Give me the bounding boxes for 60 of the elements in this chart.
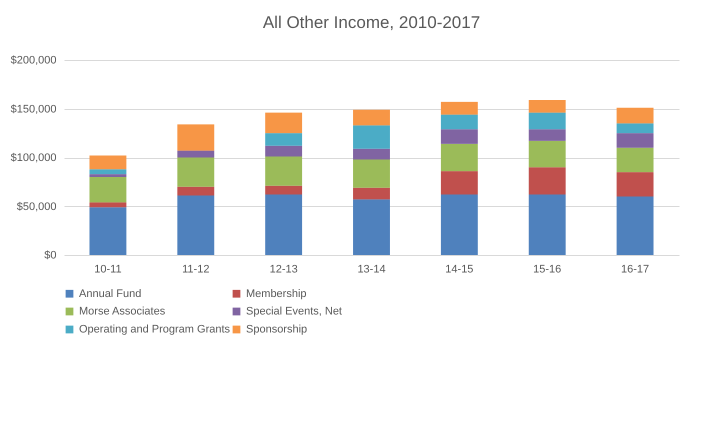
chart-title: All Other Income, 2010-2017 xyxy=(262,13,480,32)
y-tick-label: $200,000 xyxy=(10,54,56,66)
bar xyxy=(440,194,478,255)
bar xyxy=(616,108,654,124)
bar xyxy=(265,146,302,157)
bar xyxy=(89,202,126,208)
bar xyxy=(528,194,566,255)
x-tick-label: 15-16 xyxy=(533,264,562,276)
legend-label: Membership xyxy=(246,288,307,300)
bar xyxy=(177,186,214,196)
bar xyxy=(353,199,390,255)
bar xyxy=(177,124,214,151)
bar xyxy=(353,188,390,200)
bar xyxy=(440,144,478,172)
bar xyxy=(265,186,302,195)
bar xyxy=(89,207,126,255)
bar xyxy=(528,112,566,130)
bar xyxy=(265,133,302,146)
bar xyxy=(440,114,478,130)
bar xyxy=(353,148,390,160)
legend-label: Morse Associates xyxy=(79,306,166,318)
bar xyxy=(616,133,654,148)
bar xyxy=(528,140,566,168)
bar xyxy=(265,194,302,255)
bar xyxy=(177,158,214,187)
bar xyxy=(440,171,478,195)
x-tick-label: 11-12 xyxy=(182,264,210,276)
bar xyxy=(528,129,566,141)
bar xyxy=(616,196,654,255)
bar xyxy=(265,156,302,186)
bar xyxy=(353,125,390,149)
x-tick-label: 10-11 xyxy=(94,264,122,276)
bar xyxy=(265,112,302,134)
bar xyxy=(616,148,654,172)
bar xyxy=(177,196,214,255)
bar xyxy=(89,174,126,177)
legend-label: Sponsorship xyxy=(246,324,308,336)
legend-label: Special Events, Net xyxy=(246,306,342,318)
bar xyxy=(440,102,478,115)
bar xyxy=(353,159,390,188)
x-tick-label: 14-15 xyxy=(445,264,474,276)
bar xyxy=(528,100,566,113)
y-tick-label: $0 xyxy=(44,250,56,262)
bar xyxy=(353,110,390,126)
y-tick-label: $150,000 xyxy=(10,103,56,116)
x-tick-label: 12-13 xyxy=(270,264,298,276)
legend-label: Operating and Program Grants xyxy=(79,324,231,336)
bar xyxy=(616,172,654,196)
bar xyxy=(89,177,126,202)
y-tick-label: $100,000 xyxy=(10,152,56,164)
bar xyxy=(440,129,478,144)
bar xyxy=(89,169,126,174)
x-tick-label: 16-17 xyxy=(621,264,650,276)
bar xyxy=(616,123,654,134)
legend-label: Annual Fund xyxy=(79,288,142,300)
y-tick-label: $50,000 xyxy=(16,200,56,213)
x-tick-label: 13-14 xyxy=(357,264,386,276)
bar xyxy=(177,150,214,158)
bar xyxy=(89,156,126,170)
bar xyxy=(528,167,566,195)
